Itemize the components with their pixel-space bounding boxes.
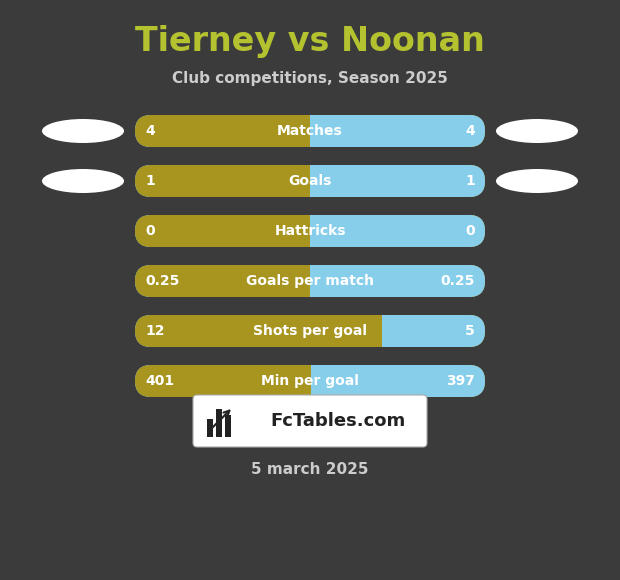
FancyBboxPatch shape bbox=[135, 115, 485, 147]
Bar bbox=[310, 115, 469, 147]
FancyBboxPatch shape bbox=[135, 115, 485, 147]
Text: FcTables.com: FcTables.com bbox=[270, 412, 405, 430]
Text: 1: 1 bbox=[145, 174, 155, 188]
Bar bbox=[382, 315, 469, 347]
FancyBboxPatch shape bbox=[135, 265, 485, 297]
FancyBboxPatch shape bbox=[135, 265, 485, 297]
Text: Tierney vs Noonan: Tierney vs Noonan bbox=[135, 26, 485, 59]
Bar bbox=[225, 415, 231, 437]
Bar bbox=[216, 409, 222, 437]
Text: 0.25: 0.25 bbox=[441, 274, 475, 288]
FancyBboxPatch shape bbox=[135, 365, 485, 397]
FancyBboxPatch shape bbox=[135, 215, 485, 247]
Bar bbox=[310, 215, 469, 247]
Text: 4: 4 bbox=[145, 124, 155, 138]
FancyBboxPatch shape bbox=[453, 365, 485, 397]
FancyBboxPatch shape bbox=[453, 165, 485, 197]
Text: Shots per goal: Shots per goal bbox=[253, 324, 367, 338]
Text: Club competitions, Season 2025: Club competitions, Season 2025 bbox=[172, 71, 448, 85]
FancyBboxPatch shape bbox=[453, 315, 485, 347]
FancyBboxPatch shape bbox=[135, 315, 485, 347]
FancyBboxPatch shape bbox=[135, 315, 485, 347]
Text: 401: 401 bbox=[145, 374, 174, 388]
FancyBboxPatch shape bbox=[193, 395, 427, 447]
Text: 4: 4 bbox=[465, 124, 475, 138]
Text: 5 march 2025: 5 march 2025 bbox=[251, 462, 369, 477]
Bar bbox=[311, 365, 469, 397]
FancyBboxPatch shape bbox=[135, 165, 485, 197]
FancyBboxPatch shape bbox=[135, 165, 485, 197]
Text: Hattricks: Hattricks bbox=[274, 224, 346, 238]
Ellipse shape bbox=[42, 169, 124, 193]
Text: 0: 0 bbox=[145, 224, 154, 238]
Text: 5: 5 bbox=[465, 324, 475, 338]
FancyBboxPatch shape bbox=[453, 265, 485, 297]
Ellipse shape bbox=[496, 119, 578, 143]
Text: 0.25: 0.25 bbox=[145, 274, 179, 288]
FancyBboxPatch shape bbox=[453, 215, 485, 247]
Text: Goals per match: Goals per match bbox=[246, 274, 374, 288]
FancyBboxPatch shape bbox=[453, 115, 485, 147]
Ellipse shape bbox=[42, 119, 124, 143]
Bar bbox=[310, 165, 469, 197]
Bar bbox=[310, 265, 469, 297]
Ellipse shape bbox=[496, 169, 578, 193]
Text: Goals: Goals bbox=[288, 174, 332, 188]
Text: Min per goal: Min per goal bbox=[261, 374, 359, 388]
FancyBboxPatch shape bbox=[135, 215, 485, 247]
Text: 12: 12 bbox=[145, 324, 164, 338]
Text: 0: 0 bbox=[466, 224, 475, 238]
Bar bbox=[207, 419, 213, 437]
Text: Matches: Matches bbox=[277, 124, 343, 138]
FancyBboxPatch shape bbox=[135, 365, 485, 397]
Text: 397: 397 bbox=[446, 374, 475, 388]
Text: 1: 1 bbox=[465, 174, 475, 188]
